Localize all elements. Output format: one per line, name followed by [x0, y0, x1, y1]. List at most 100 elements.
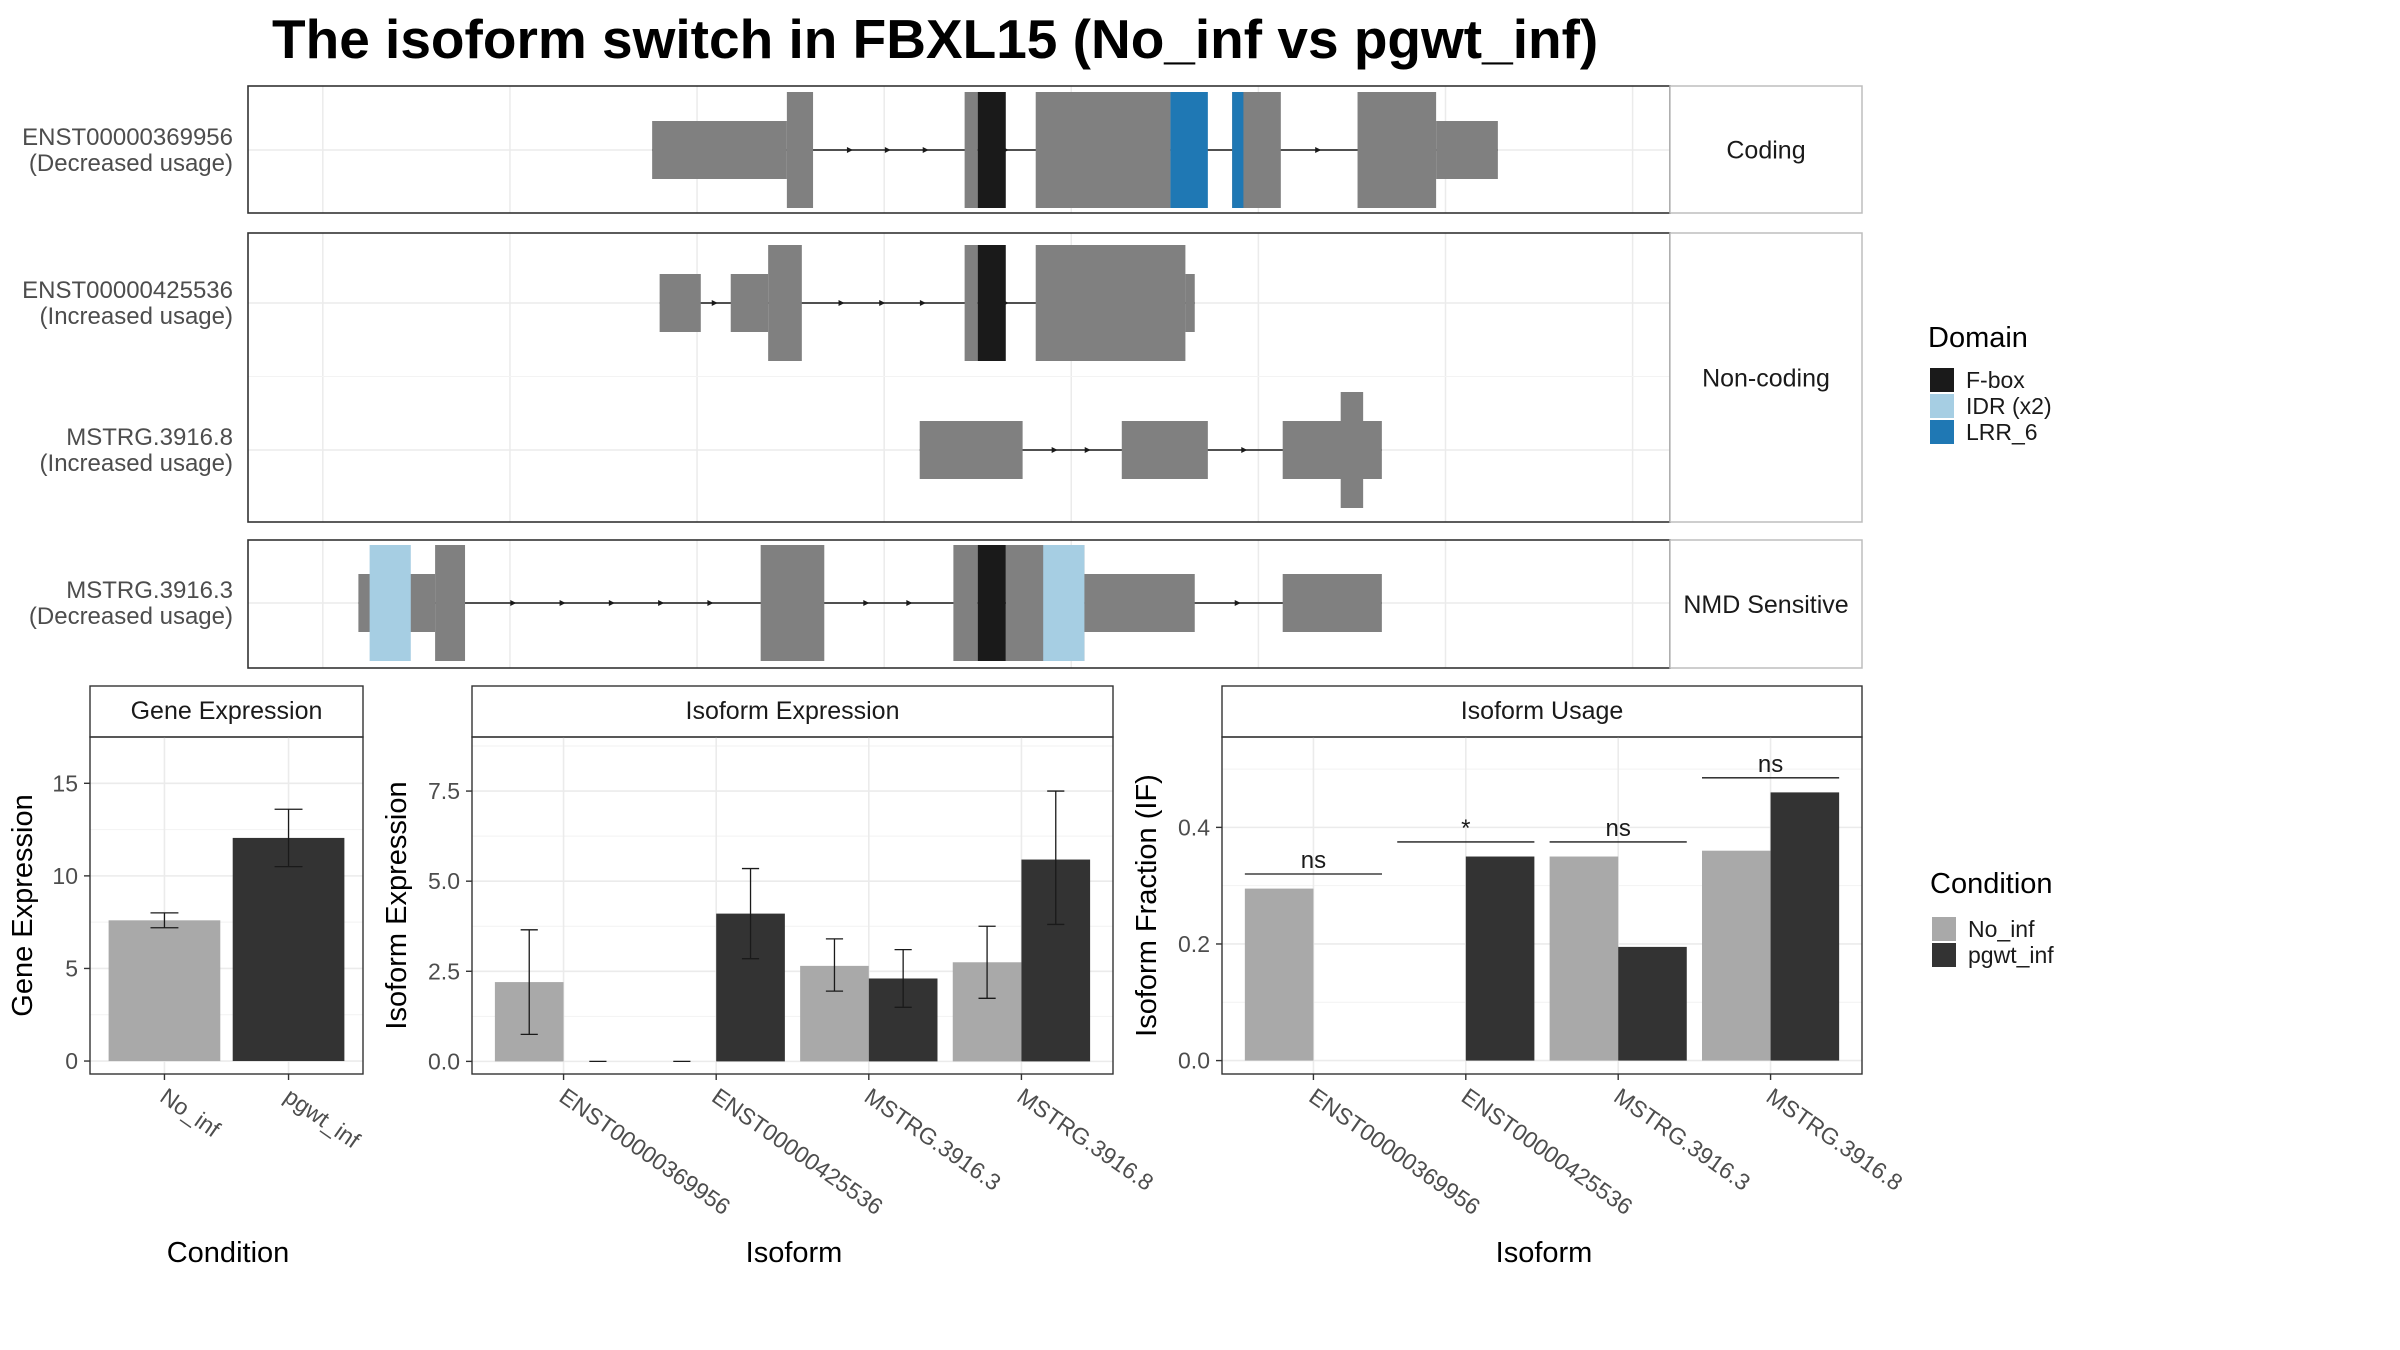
intron-arrow: [863, 600, 870, 606]
domain-legend-key: [1930, 368, 1954, 392]
y-axis-title: Gene Expression: [7, 794, 39, 1016]
y-tick-label: 0.0: [1178, 1048, 1210, 1074]
panel-strip: [471, 685, 1114, 738]
facet-strip: [1669, 85, 1863, 214]
isoform-label: MSTRG.3916.3: [66, 577, 233, 604]
domain-legend-title: Domain: [1928, 322, 2028, 354]
y-axis-title: Isoform Expression: [381, 781, 413, 1029]
intron-arrow: [608, 600, 615, 606]
intron-arrow: [559, 600, 566, 606]
isoform-label: ENST00000369956: [22, 124, 233, 151]
bar-chart-2: Isoform Expression0.02.55.07.5ENST000003…: [381, 685, 1159, 1269]
bar: [1702, 850, 1771, 1061]
intron-arrow: [846, 147, 853, 153]
utr-exon: [652, 121, 787, 179]
isoform-label: MSTRG.3916.8: [66, 424, 233, 451]
coding-exon: [768, 245, 802, 361]
facet-strip-label: Coding: [1726, 137, 1805, 165]
domain-legend-label: IDR (x2): [1966, 393, 2052, 419]
y-tick-label: 0.2: [1178, 931, 1210, 957]
isoform-structure-panel: ENST00000369956(Decreased usage) CodingEN…: [22, 85, 1863, 669]
coding-exon: [1340, 392, 1364, 508]
bar: [1244, 888, 1314, 1061]
utr-exon: [919, 421, 1023, 479]
panel-border: [471, 736, 1114, 1075]
intron-arrow: [1051, 447, 1058, 453]
error-bar: [520, 929, 538, 1035]
panel-title: Gene Expression: [131, 697, 323, 725]
bar: [1549, 856, 1619, 1061]
coding-exon: [1035, 245, 1186, 361]
error-bar: [1047, 790, 1065, 926]
domain-idr-x2-: [369, 545, 411, 661]
domain-lrr-6: [1170, 92, 1208, 208]
panel-border: [89, 736, 364, 1075]
panel-strip: [89, 685, 364, 738]
y-axis-title: Isoform Fraction (IF): [1131, 774, 1163, 1037]
x-axis-title: Isoform: [746, 1237, 843, 1269]
domain-legend-key: [1930, 394, 1954, 418]
utr-exon: [1436, 121, 1498, 179]
y-tick-label: 7.5: [428, 778, 460, 804]
intron-arrow: [1315, 147, 1322, 153]
intron-arrow: [922, 147, 929, 153]
bar-chart-1: Gene Expression 0 5 10 15 No_inf pgwt_inf Condi…: [7, 685, 365, 1269]
isoform-usage-label: (Decreased usage): [29, 603, 233, 630]
x-axis-title: Isoform: [1496, 1237, 1593, 1269]
x-tick-label: MSTRG.3916.3: [1609, 1083, 1755, 1196]
x-tick-label: No_inf: [156, 1083, 226, 1143]
condition-legend-key: [1932, 917, 1956, 941]
y-tick-label: 10: [52, 863, 78, 889]
significance-label: ns: [1758, 751, 1783, 778]
figure-title: The isoform switch in FBXL15 (No_inf vs …: [272, 8, 1598, 70]
y-tick-label: 0.4: [1178, 814, 1210, 840]
y-tick-label: 2.5: [428, 958, 460, 984]
facet-strip: [1669, 232, 1863, 523]
panel-border: [1221, 736, 1863, 1075]
intron-arrow: [838, 300, 845, 306]
x-tick-label: MSTRG.3916.8: [1013, 1083, 1159, 1196]
y-tick-label: 5: [65, 955, 78, 981]
utr-exon: [1185, 274, 1195, 332]
y-tick-label: 0.0: [428, 1048, 460, 1074]
isoform-usage-label: (Decreased usage): [29, 150, 233, 177]
coding-exon: [964, 245, 978, 361]
y-tick-label: 5.0: [428, 868, 460, 894]
error-bar: [894, 949, 912, 1008]
intron-arrow: [879, 300, 886, 306]
bar: [108, 920, 221, 1062]
domain-legend-label: F-box: [1966, 367, 2025, 393]
coding-exon: [1035, 92, 1171, 208]
isoform-label: ENST00000425536: [22, 277, 233, 304]
utr-exon: [1282, 574, 1382, 632]
utr-exon: [730, 274, 769, 332]
y-tick-label: 15: [52, 770, 78, 796]
coding-exon: [953, 545, 978, 661]
facet-strip-label: Non-coding: [1702, 365, 1830, 393]
domain-idr-x2-: [1043, 545, 1085, 661]
coding-exon: [760, 545, 825, 661]
panel-title: Isoform Expression: [686, 697, 900, 725]
bar: [1770, 792, 1840, 1061]
intron-arrow: [658, 600, 665, 606]
isoform-usage-label: (Increased usage): [40, 450, 233, 477]
intron-arrow: [919, 300, 926, 306]
intron-arrow: [906, 600, 913, 606]
error-bar: [274, 808, 303, 868]
intron-arrow: [510, 600, 517, 606]
error-bar: [741, 867, 760, 960]
domain-f-box: [977, 545, 1006, 661]
domain-f-box: [977, 245, 1006, 361]
bar: [1465, 856, 1535, 1061]
domain-legend-key: [1930, 420, 1954, 444]
condition-legend-key: [1932, 943, 1956, 967]
isoform-usage-label: (Increased usage): [40, 303, 233, 330]
intron-arrow: [711, 300, 718, 306]
intron-arrow: [1241, 447, 1248, 453]
panel-strip: [1221, 685, 1863, 738]
utr-exon: [1282, 421, 1382, 479]
significance-label: ns: [1301, 847, 1326, 874]
